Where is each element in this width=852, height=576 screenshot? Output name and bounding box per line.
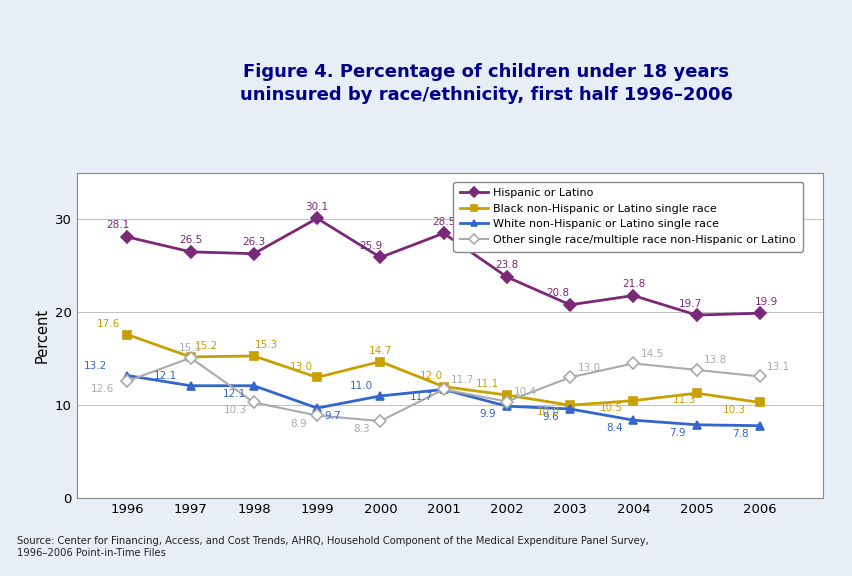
Text: 11.7: 11.7 bbox=[451, 375, 474, 385]
Text: 23.8: 23.8 bbox=[495, 260, 518, 271]
Text: 21.8: 21.8 bbox=[621, 279, 644, 289]
Text: 10.5: 10.5 bbox=[599, 403, 622, 412]
Text: 12.1: 12.1 bbox=[153, 371, 176, 381]
Text: 13.8: 13.8 bbox=[703, 355, 727, 365]
Legend: Hispanic or Latino, Black non-Hispanic or Latino single race, White non-Hispanic: Hispanic or Latino, Black non-Hispanic o… bbox=[453, 181, 802, 252]
Text: 8.4: 8.4 bbox=[606, 423, 622, 433]
Text: 9.7: 9.7 bbox=[325, 411, 341, 421]
Text: 10.0: 10.0 bbox=[536, 407, 559, 418]
Text: 20.8: 20.8 bbox=[545, 289, 568, 298]
Text: 30.1: 30.1 bbox=[305, 202, 328, 212]
Text: 28.1: 28.1 bbox=[106, 221, 130, 230]
Text: 10.3: 10.3 bbox=[722, 404, 746, 415]
Text: 13.1: 13.1 bbox=[766, 362, 790, 372]
Text: 11.3: 11.3 bbox=[671, 395, 694, 406]
Text: 9.6: 9.6 bbox=[542, 412, 559, 422]
Text: 14.7: 14.7 bbox=[368, 346, 392, 356]
Text: 15.2: 15.2 bbox=[194, 342, 218, 351]
Text: 17.6: 17.6 bbox=[96, 319, 120, 329]
Text: 12.1: 12.1 bbox=[223, 389, 246, 399]
Text: 11.7: 11.7 bbox=[410, 392, 433, 403]
Text: 25.9: 25.9 bbox=[359, 241, 382, 251]
Text: 10.4: 10.4 bbox=[514, 387, 537, 397]
Text: 15.3: 15.3 bbox=[255, 340, 278, 350]
Text: 12.0: 12.0 bbox=[419, 371, 442, 381]
Text: Figure 4. Percentage of children under 18 years
uninsured by race/ethnicity, fir: Figure 4. Percentage of children under 1… bbox=[239, 63, 732, 104]
Text: 9.9: 9.9 bbox=[479, 409, 496, 419]
Text: 26.3: 26.3 bbox=[242, 237, 265, 247]
Text: 13.2: 13.2 bbox=[84, 361, 107, 371]
Text: 15.1: 15.1 bbox=[179, 343, 202, 353]
Text: 8.9: 8.9 bbox=[290, 419, 306, 429]
Text: 7.8: 7.8 bbox=[732, 429, 748, 439]
Text: 8.3: 8.3 bbox=[353, 424, 369, 434]
Text: 19.7: 19.7 bbox=[678, 298, 701, 309]
Text: 10.3: 10.3 bbox=[223, 406, 246, 415]
Text: Source: Center for Financing, Access, and Cost Trends, AHRQ, Household Component: Source: Center for Financing, Access, an… bbox=[17, 536, 648, 558]
Text: 26.5: 26.5 bbox=[179, 236, 202, 245]
Text: 7.9: 7.9 bbox=[669, 428, 685, 438]
Text: 19.9: 19.9 bbox=[754, 297, 777, 306]
Text: 13.0: 13.0 bbox=[577, 363, 600, 373]
Text: 13.0: 13.0 bbox=[290, 362, 313, 372]
Text: 28.5: 28.5 bbox=[431, 217, 455, 227]
Y-axis label: Percent: Percent bbox=[34, 308, 49, 363]
Text: 11.0: 11.0 bbox=[349, 381, 372, 391]
Text: 12.6: 12.6 bbox=[90, 384, 113, 394]
Text: 11.1: 11.1 bbox=[475, 380, 499, 389]
Text: 14.5: 14.5 bbox=[640, 348, 663, 359]
